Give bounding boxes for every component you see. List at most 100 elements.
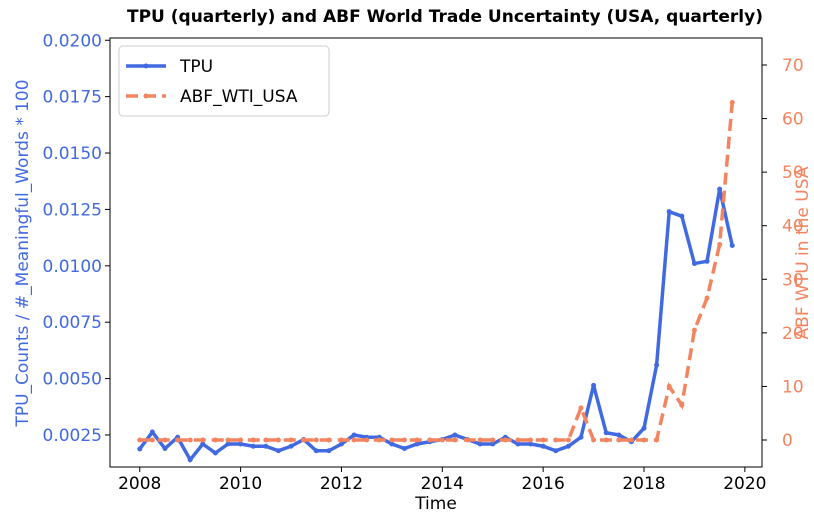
series-marker xyxy=(591,437,597,443)
series-marker xyxy=(238,437,244,443)
series-marker xyxy=(288,437,294,443)
x-tick-label: 2012 xyxy=(320,474,363,494)
series-marker xyxy=(439,437,445,443)
plot-frame xyxy=(109,37,763,468)
series-marker xyxy=(313,448,319,454)
series-marker xyxy=(275,437,281,443)
series-marker xyxy=(603,437,609,443)
series-marker xyxy=(200,437,206,443)
series-marker xyxy=(666,209,672,215)
series-marker xyxy=(717,186,723,192)
legend-label: ABF_WTI_USA xyxy=(180,87,298,107)
series-marker xyxy=(729,100,735,105)
legend-box xyxy=(118,45,330,117)
series-marker xyxy=(389,437,395,443)
series-marker xyxy=(691,261,697,267)
series-marker xyxy=(162,437,168,443)
series-marker xyxy=(603,430,609,436)
series-marker xyxy=(149,429,155,435)
series-marker xyxy=(263,443,269,449)
series-marker xyxy=(490,441,496,447)
series-marker xyxy=(654,362,660,368)
y-tick-label: 0.0150 xyxy=(43,144,102,164)
series-marker xyxy=(351,437,357,443)
series-marker xyxy=(641,425,647,431)
series-marker xyxy=(717,241,723,247)
series-marker xyxy=(490,437,496,443)
series-marker xyxy=(389,441,395,447)
series-marker xyxy=(704,295,710,301)
y-tick-label: 0.0025 xyxy=(43,426,102,446)
series-marker xyxy=(729,243,735,249)
y-tick-label: 0.0200 xyxy=(43,31,102,51)
y-tick-label: 0.0050 xyxy=(43,370,102,390)
y-tick-label: 0.0075 xyxy=(43,313,102,333)
series-marker xyxy=(502,437,508,443)
series-marker xyxy=(565,443,571,449)
series-marker xyxy=(591,382,597,388)
y2-tick-label: 70 xyxy=(782,56,804,76)
series-marker xyxy=(137,437,143,443)
y-axis-label: TPU_Counts / #_Meaningful_Words * 100 xyxy=(13,79,33,427)
series-marker xyxy=(414,441,420,447)
y2-tick-label: 30 xyxy=(782,270,804,290)
x-tick-label: 2008 xyxy=(118,474,161,494)
series-marker xyxy=(301,437,307,443)
series-marker xyxy=(225,441,231,447)
series-marker xyxy=(452,432,458,438)
series-marker xyxy=(666,383,672,389)
y2-tick-label: 10 xyxy=(782,377,804,397)
series-marker xyxy=(540,443,546,449)
series-marker xyxy=(553,437,559,443)
series-marker xyxy=(540,437,546,443)
series-marker xyxy=(326,448,332,454)
series-marker xyxy=(515,441,521,447)
chart-title: TPU (quarterly) and ABF World Trade Unce… xyxy=(127,7,763,27)
y2-axis-label: ABF WTU in the USA xyxy=(793,166,813,339)
series-marker xyxy=(338,441,344,447)
y-tick-label: 0.0125 xyxy=(43,200,102,220)
series-marker xyxy=(679,402,685,408)
series-marker xyxy=(162,446,168,452)
series-marker xyxy=(628,437,634,443)
series-marker xyxy=(565,437,571,443)
legend-marker xyxy=(143,63,149,69)
series-line xyxy=(138,188,734,463)
series-marker xyxy=(187,457,193,463)
series-marker xyxy=(187,437,193,443)
series-marker xyxy=(616,432,622,438)
x-axis-label: Time xyxy=(414,494,457,514)
series-marker xyxy=(616,437,622,443)
series-marker xyxy=(515,437,521,443)
x-tick-label: 2014 xyxy=(421,474,464,494)
series-marker xyxy=(250,443,256,449)
series-marker xyxy=(452,437,458,443)
y2-tick-label: 20 xyxy=(782,324,804,344)
series-marker xyxy=(149,437,155,443)
x-tick-label: 2016 xyxy=(522,474,565,494)
series-marker xyxy=(376,437,382,443)
series-marker xyxy=(250,437,256,443)
series-marker xyxy=(401,446,407,452)
series-marker xyxy=(263,437,269,443)
series-marker xyxy=(528,441,534,447)
series-marker xyxy=(137,446,143,452)
legend-label: TPU xyxy=(179,57,213,77)
series-marker xyxy=(553,448,559,454)
series-marker xyxy=(414,437,420,443)
series-marker xyxy=(578,405,584,411)
series-marker xyxy=(528,437,534,443)
series-marker xyxy=(364,437,370,443)
series-marker xyxy=(175,437,181,443)
y2-tick-label: 50 xyxy=(782,163,804,183)
y2-tick-label: 0 xyxy=(782,431,793,451)
series-marker xyxy=(654,437,660,443)
x-tick-label: 2018 xyxy=(622,474,665,494)
y2-tick-label: 60 xyxy=(782,110,804,130)
y2-tick-label: 40 xyxy=(782,217,804,237)
series-marker xyxy=(275,448,281,454)
series-marker xyxy=(313,437,319,443)
series-marker xyxy=(401,437,407,443)
series-marker xyxy=(225,437,231,443)
